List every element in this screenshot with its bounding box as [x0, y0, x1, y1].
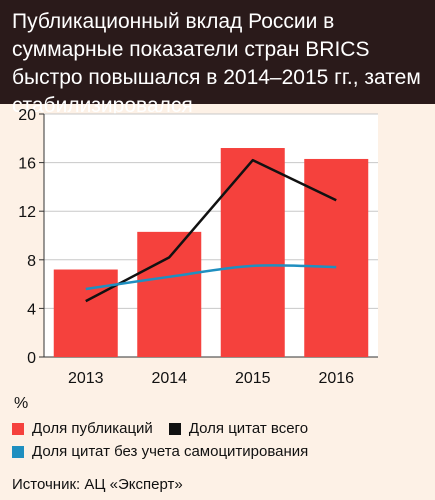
legend-label-citations-noself: Доля цитат без учета самоцитирования: [32, 443, 309, 460]
y-tick-label: 20: [18, 107, 36, 124]
bar-2016: [304, 158, 369, 357]
x-tick-label: 2014: [151, 370, 187, 387]
line-citations-noself: [85, 264, 337, 291]
x-tick-label: 2016: [318, 370, 354, 387]
legend-label-citations-total: Доля цитат всего: [188, 420, 309, 437]
title-banner: Публикационный вклад России в суммарные …: [0, 0, 435, 117]
x-tick-label: 2015: [235, 370, 271, 387]
bar-2015: [220, 148, 285, 357]
y-tick-label: 0: [27, 350, 36, 367]
unit-label: %: [14, 395, 29, 412]
legend-item-citations-noself: Доля цитат без учета самоцитирования: [12, 443, 308, 460]
y-tick-label: 8: [27, 253, 36, 270]
chart-title: Публикационный вклад России в суммарные …: [12, 10, 421, 117]
legend-row-2: Доля цитат без учета самоцитирования: [12, 443, 324, 460]
legend-swatch-citations-noself: [12, 445, 24, 458]
y-tick-label: 4: [27, 301, 36, 318]
y-tick-label: 16: [18, 156, 36, 173]
legend-item-publications: Доля публикаций: [12, 420, 153, 437]
legend-swatch-citations-total: [168, 422, 181, 435]
legend-swatch-publications: [12, 422, 24, 435]
source-note: Источник: АЦ «Эксперт»: [12, 476, 183, 493]
x-tick-label: 2013: [68, 370, 104, 387]
bar-2013: [53, 269, 118, 357]
legend-item-citations-total: Доля цитат всего: [168, 420, 309, 437]
legend-label-publications: Доля публикаций: [32, 420, 153, 437]
line-citations-total: [85, 158, 337, 303]
y-tick-label: 12: [18, 204, 36, 221]
legend-row-1: Доля публикаций Доля цитат всего: [12, 420, 324, 437]
chart-plot: 0 4 8 12 16 20 2013 2014 2015 2016: [18, 107, 378, 387]
bar-2014: [137, 231, 202, 357]
